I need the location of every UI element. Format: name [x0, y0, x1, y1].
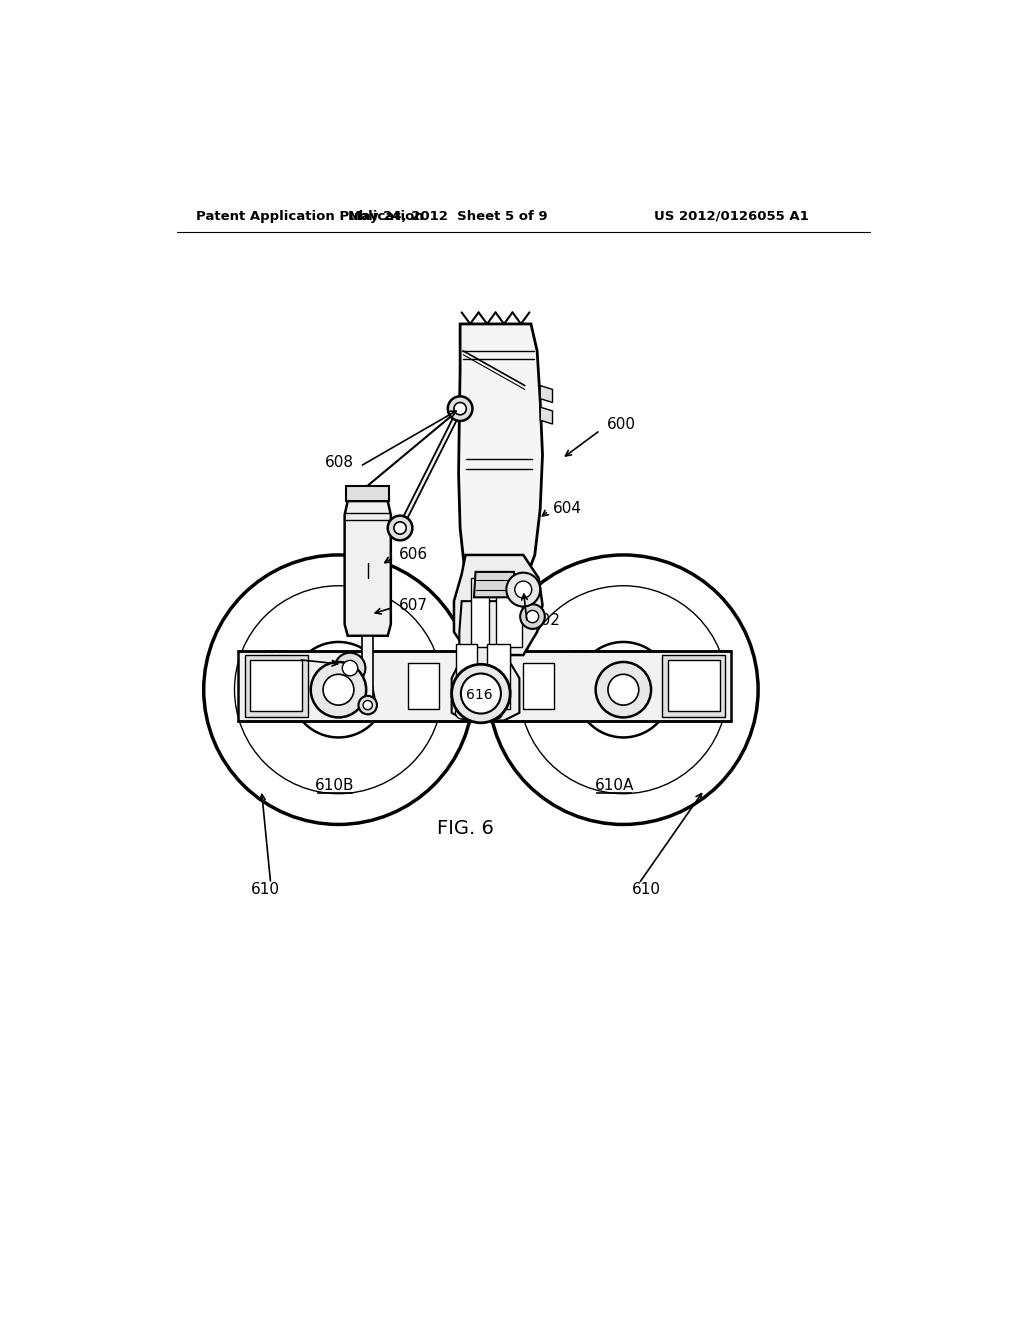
Circle shape: [488, 554, 758, 825]
Polygon shape: [668, 660, 720, 711]
Circle shape: [394, 521, 407, 535]
Polygon shape: [452, 601, 519, 721]
Polygon shape: [471, 578, 488, 647]
Polygon shape: [459, 323, 543, 590]
Circle shape: [575, 642, 671, 738]
Circle shape: [335, 653, 366, 684]
Polygon shape: [250, 660, 301, 711]
Circle shape: [323, 675, 354, 705]
Text: 802: 802: [531, 612, 560, 628]
Circle shape: [456, 706, 468, 719]
Polygon shape: [474, 572, 515, 598]
Polygon shape: [454, 554, 543, 655]
Polygon shape: [346, 486, 389, 502]
Circle shape: [515, 581, 531, 598]
Polygon shape: [362, 636, 373, 705]
Circle shape: [596, 663, 651, 718]
Text: 602: 602: [568, 649, 597, 665]
Circle shape: [310, 663, 367, 718]
Text: 616: 616: [466, 688, 493, 702]
Polygon shape: [487, 644, 510, 709]
Circle shape: [364, 701, 373, 710]
Circle shape: [506, 573, 541, 607]
Polygon shape: [497, 578, 521, 647]
Polygon shape: [541, 407, 553, 424]
Circle shape: [454, 403, 466, 414]
Polygon shape: [523, 663, 554, 709]
Text: FIG. 6: FIG. 6: [437, 818, 494, 838]
Circle shape: [612, 678, 634, 701]
Circle shape: [452, 664, 510, 723]
Circle shape: [519, 586, 727, 793]
Circle shape: [526, 610, 539, 623]
Circle shape: [328, 678, 349, 701]
Circle shape: [520, 605, 545, 628]
Text: May 24, 2012  Sheet 5 of 9: May 24, 2012 Sheet 5 of 9: [348, 210, 548, 223]
Text: 610B: 610B: [314, 779, 354, 793]
Polygon shape: [408, 663, 438, 709]
Polygon shape: [395, 404, 465, 533]
Circle shape: [388, 516, 413, 540]
Text: 608: 608: [325, 455, 354, 470]
Circle shape: [342, 660, 357, 676]
Circle shape: [461, 673, 501, 714]
Circle shape: [315, 667, 361, 713]
Circle shape: [204, 554, 473, 825]
Circle shape: [490, 706, 503, 719]
Circle shape: [291, 642, 386, 738]
Text: US 2012/0126055 A1: US 2012/0126055 A1: [654, 210, 809, 223]
Text: 612: 612: [263, 649, 292, 665]
Polygon shape: [541, 385, 553, 403]
Circle shape: [447, 396, 472, 421]
Text: 606: 606: [398, 548, 428, 562]
Polygon shape: [239, 651, 731, 721]
Text: 610A: 610A: [595, 779, 634, 793]
Circle shape: [234, 586, 442, 793]
Circle shape: [608, 675, 639, 705]
Circle shape: [600, 667, 646, 713]
Text: 610: 610: [632, 882, 660, 898]
Polygon shape: [457, 644, 477, 709]
Text: 604: 604: [553, 502, 582, 516]
Circle shape: [358, 696, 377, 714]
Text: Patent Application Publication: Patent Application Publication: [196, 210, 424, 223]
Text: 600: 600: [606, 417, 636, 432]
Polygon shape: [345, 502, 391, 636]
Polygon shape: [662, 655, 725, 717]
Text: 607: 607: [398, 598, 428, 612]
Polygon shape: [333, 660, 376, 701]
Polygon shape: [245, 655, 307, 717]
Text: 610: 610: [251, 882, 280, 898]
